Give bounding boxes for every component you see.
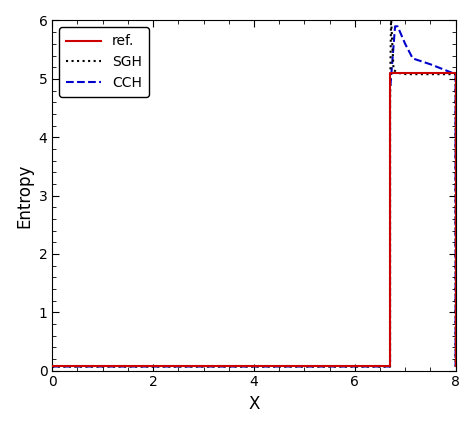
CCH xyxy=(410,56,416,61)
CCH xyxy=(392,24,398,29)
ref. xyxy=(387,364,393,369)
CCH xyxy=(453,364,458,369)
SGH xyxy=(453,71,458,77)
CCH xyxy=(453,364,458,369)
ref. xyxy=(453,71,458,76)
SGH xyxy=(49,364,55,369)
ref. xyxy=(453,364,458,369)
SGH xyxy=(396,71,401,76)
SGH xyxy=(391,68,397,73)
CCH xyxy=(428,62,433,67)
SGH xyxy=(453,364,458,369)
CCH xyxy=(402,41,408,46)
CCH xyxy=(395,24,400,29)
X-axis label: X: X xyxy=(248,395,260,413)
ref. xyxy=(387,364,393,369)
ref. xyxy=(387,71,393,76)
SGH xyxy=(403,71,409,77)
Line: SGH: SGH xyxy=(52,18,456,366)
CCH xyxy=(49,364,55,369)
SGH xyxy=(388,15,394,20)
CCH xyxy=(387,364,393,369)
SGH xyxy=(453,364,458,369)
CCH xyxy=(387,364,393,369)
SGH xyxy=(387,364,393,369)
CCH xyxy=(453,71,458,77)
SGH xyxy=(387,100,393,105)
CCH xyxy=(453,71,458,77)
ref. xyxy=(49,364,55,369)
Line: CCH: CCH xyxy=(52,27,456,366)
SGH xyxy=(387,364,393,369)
Y-axis label: Entropy: Entropy xyxy=(15,163,33,228)
Line: ref.: ref. xyxy=(52,73,456,366)
CCH xyxy=(387,88,393,93)
ref. xyxy=(453,364,458,369)
SGH xyxy=(453,71,458,77)
Legend: ref., SGH, CCH: ref., SGH, CCH xyxy=(59,27,149,97)
